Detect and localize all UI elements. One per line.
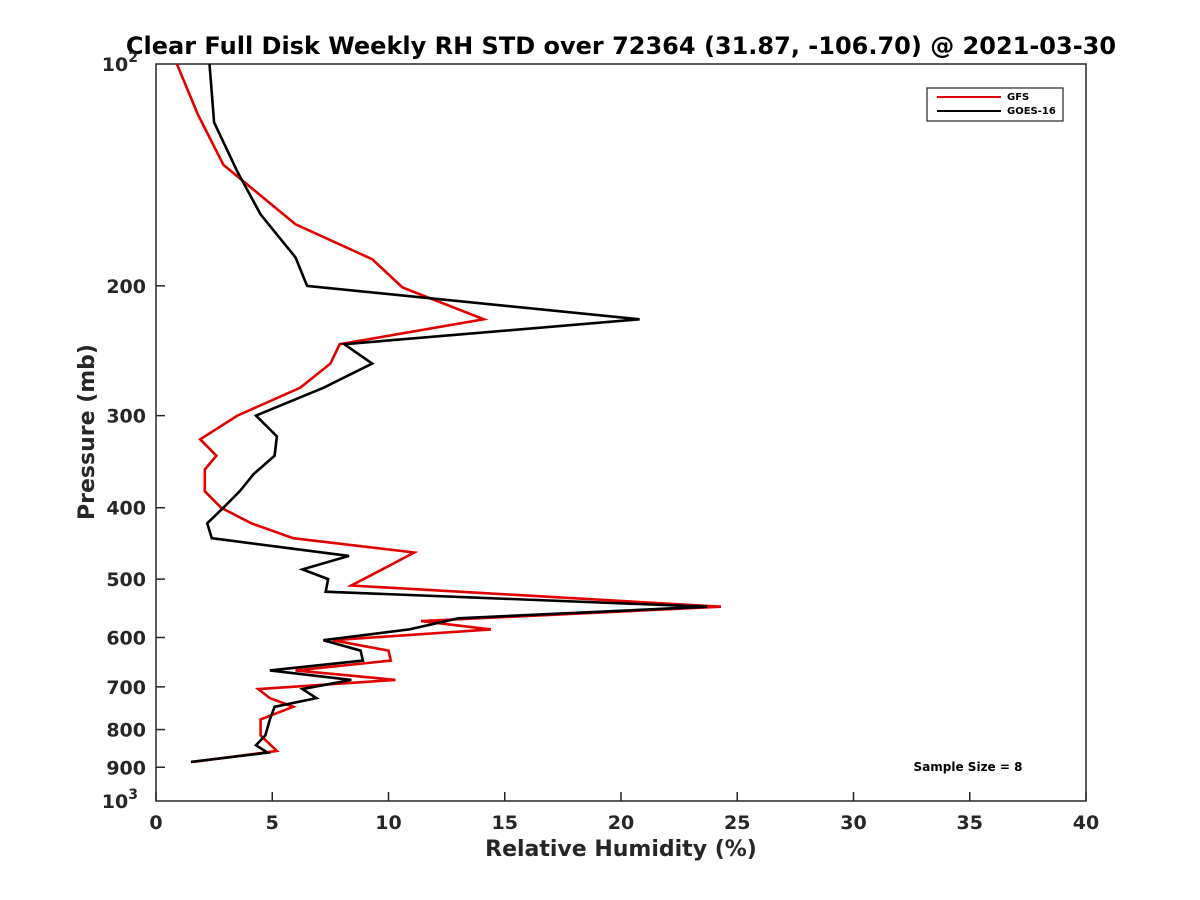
- x-tick-label: 15: [492, 812, 518, 834]
- series-layer: [175, 63, 722, 764]
- x-tick-label: 35: [957, 812, 983, 834]
- x-tick-label: 40: [1073, 812, 1099, 834]
- y-tick-base: 10: [102, 54, 128, 76]
- x-tick-label: 10: [375, 812, 401, 834]
- series-line-goes16: [190, 63, 708, 764]
- y-tick-label: 300: [106, 406, 146, 428]
- x-axis-label: Relative Humidity (%): [485, 837, 757, 862]
- y-tick-label: 700: [106, 677, 146, 699]
- y-tick-label: 800: [106, 720, 146, 742]
- y-tick-label: 400: [106, 498, 146, 520]
- x-tick-label: 25: [724, 812, 750, 834]
- y-tick-label: 200: [106, 276, 146, 298]
- x-tick-label: 20: [608, 812, 634, 834]
- y-axis-label: Pressure (mb): [75, 344, 100, 520]
- y-tick-label: 102: [102, 50, 138, 76]
- chart-title: Clear Full Disk Weekly RH STD over 72364…: [126, 32, 1116, 60]
- y-tick-label: 103: [102, 787, 138, 813]
- x-tick-label: 30: [840, 812, 866, 834]
- series-line-gfs: [175, 63, 722, 764]
- y-tick-label: 500: [106, 569, 146, 591]
- legend-label-gfs: GFS: [1007, 92, 1029, 103]
- legend-label-goes16: GOES-16: [1007, 106, 1056, 117]
- y-tick-label: 600: [106, 627, 146, 649]
- y-tick-base: 10: [102, 791, 128, 813]
- x-axis-ticks: 0 5 10 15 20 25 30 35 40: [149, 792, 1099, 834]
- legend-box: [926, 87, 1064, 122]
- legend: GFS GOES-16: [926, 87, 1064, 122]
- y-tick-exponent: 2: [128, 50, 138, 66]
- y-tick-label: 900: [106, 757, 146, 779]
- y-tick-exponent: 3: [128, 787, 138, 803]
- plot-area-frame: [155, 63, 1087, 802]
- x-tick-label: 5: [266, 812, 279, 834]
- sample-size-annotation: Sample Size = 8: [914, 760, 1023, 774]
- x-tick-label: 0: [149, 812, 162, 834]
